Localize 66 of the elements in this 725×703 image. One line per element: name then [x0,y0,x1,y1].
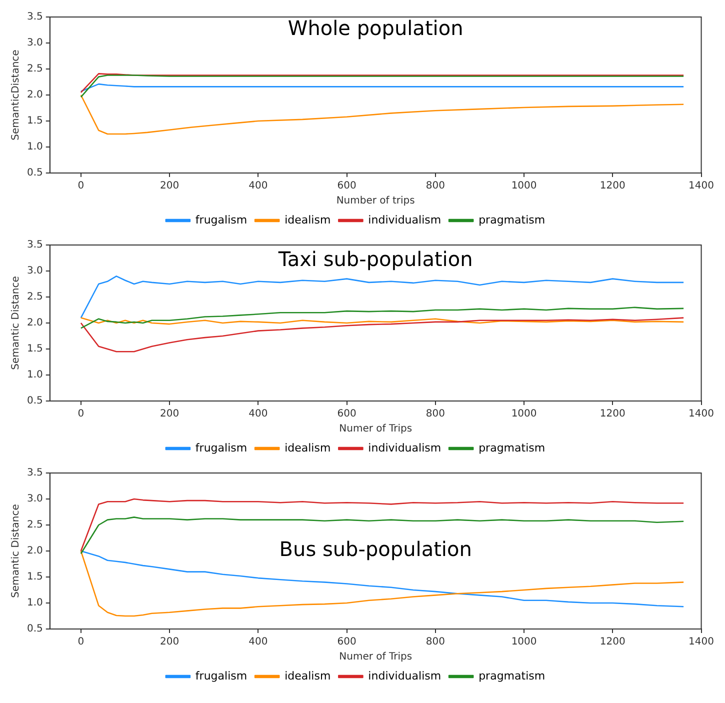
x-axis-title: Numer of Trips [339,652,412,663]
y-tick-label: 1.0 [26,142,43,153]
x-tick-label: 600 [337,180,356,192]
y-tick-label: 2.0 [26,546,43,557]
y-tick-label: 1.5 [26,572,43,583]
x-tick-label: 1400 [688,636,714,648]
x-tick-label: 1000 [511,636,537,648]
x-axis-title: Number of trips [336,196,415,207]
x-tick-label: 400 [248,408,268,420]
y-tick-label: 1.0 [26,598,43,609]
chart-title: Taxi sub-population [277,246,473,271]
legend-label: frugalism [195,441,248,454]
x-tick-label: 1200 [600,636,626,648]
y-tick-label: 2.5 [26,64,43,75]
x-tick-label: 0 [78,180,84,192]
y-tick-label: 3.0 [26,38,43,49]
text: Bus sub-population [279,537,472,562]
x-tick-label: 800 [426,180,445,192]
x-tick-label: 1000 [511,180,537,192]
y-axis-title: Semantic Distance [10,276,22,370]
legend-label: idealism [284,441,331,454]
y-tick-label: 2.5 [26,520,43,531]
legend-label: individualism [368,669,442,682]
x-tick-label: 600 [337,636,356,648]
y-tick-label: 3.0 [26,494,43,505]
y-tick-label: 0.5 [26,396,43,407]
y-tick-label: 3.5 [26,468,43,479]
y-tick-label: 1.5 [26,116,43,127]
legend-label: individualism [368,441,442,454]
y-tick-label: 0.5 [26,168,43,179]
x-tick-label: 400 [248,180,268,192]
x-tick-label: 200 [160,180,180,192]
x-tick-label: 200 [160,408,180,420]
x-tick-label: 1400 [688,180,714,192]
x-tick-label: 0 [78,636,84,648]
y-tick-label: 3.5 [26,240,43,251]
x-tick-label: 200 [160,636,180,648]
legend-label: idealism [284,669,331,682]
y-tick-label: 1.0 [26,370,43,381]
x-tick-label: 1000 [511,408,537,420]
legend-label: pragmatism [478,669,546,682]
y-tick-label: 3.0 [26,266,43,277]
x-tick-label: 800 [426,636,445,648]
y-axis-title: SemanticDistance [10,50,22,140]
x-tick-label: 800 [426,408,445,420]
legend-label: pragmatism [478,441,546,454]
legend-label: frugalism [195,213,248,226]
y-tick-label: 1.5 [26,344,43,355]
x-tick-label: 600 [337,408,356,420]
y-tick-label: 2.0 [26,90,43,101]
chart-title: Whole population [288,16,464,40]
legend-label: idealism [284,213,331,226]
x-tick-label: 1200 [600,408,626,420]
y-tick-label: 3.5 [26,12,43,23]
y-tick-label: 2.5 [26,292,43,303]
x-tick-label: 1400 [688,408,714,420]
legend-label: pragmatism [478,213,546,226]
y-tick-label: 0.5 [26,624,43,635]
x-tick-label: 1200 [600,180,626,192]
legend-label: frugalism [195,669,248,682]
legend-label: individualism [368,213,442,226]
y-axis-title: Semantic Distance [10,504,22,598]
x-tick-label: 0 [78,408,84,420]
x-axis-title: Numer of Trips [339,424,412,435]
y-tick-label: 2.0 [26,318,43,329]
x-tick-label: 400 [248,636,268,648]
